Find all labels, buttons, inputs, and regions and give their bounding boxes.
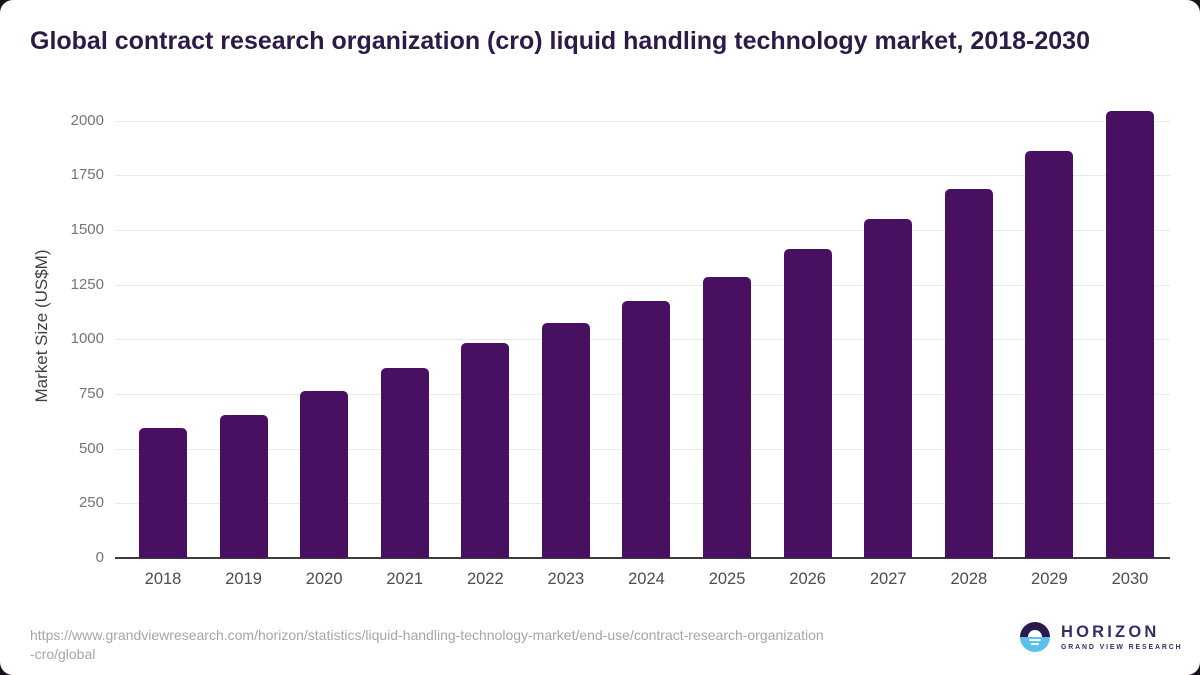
gridline-1750	[115, 175, 1170, 177]
gridline-1500	[115, 230, 1170, 232]
y-axis-title: Market Size (US$M)	[32, 249, 51, 403]
logo-text: HORIZON GRAND VIEW RESEARCH	[1061, 622, 1183, 651]
x-tick-label-2029: 2029	[1031, 570, 1068, 588]
source-url: https://www.grandviewresearch.com/horizo…	[30, 626, 824, 664]
x-tick-label-2030: 2030	[1111, 570, 1149, 588]
logo-subtitle: GRAND VIEW RESEARCH	[1061, 643, 1183, 651]
logo-title: HORIZON	[1061, 622, 1160, 641]
y-tick-label-2000: 2000	[70, 111, 104, 129]
x-tick-label-2021: 2021	[386, 570, 424, 588]
y-tick-label-1750: 1750	[70, 166, 104, 184]
y-tick-label-500: 500	[78, 439, 104, 457]
bar-2025[interactable]	[703, 276, 752, 558]
y-tick-label-750: 750	[78, 385, 104, 402]
bar-2022[interactable]	[461, 342, 510, 558]
sunset-horizon-icon	[1020, 622, 1050, 652]
x-tick-label-2025: 2025	[708, 570, 746, 588]
water-reflection-line	[1031, 643, 1039, 645]
bar-2026[interactable]	[783, 249, 832, 558]
x-tick-label-2028: 2028	[950, 570, 988, 588]
x-tick-label-2019: 2019	[225, 570, 262, 588]
x-tick-label-2018: 2018	[144, 570, 182, 588]
bar-2030[interactable]	[1105, 111, 1154, 558]
bar-2023[interactable]	[541, 322, 590, 558]
horizon-logo: HORIZON GRAND VIEW RESEARCH	[1020, 622, 1182, 652]
bar-2029[interactable]	[1025, 150, 1074, 558]
x-tick-label-2022: 2022	[466, 570, 504, 588]
x-tick-label-2023: 2023	[547, 570, 585, 588]
water-reflection-line	[1029, 639, 1041, 641]
y-tick-label-250: 250	[78, 494, 104, 512]
x-axis-line	[115, 557, 1170, 559]
bar-2021[interactable]	[380, 367, 429, 558]
y-tick-label-1500: 1500	[70, 221, 104, 239]
bar-2019[interactable]	[219, 415, 268, 558]
gridline-1250	[115, 284, 1170, 286]
source-url-line2: -cro/global	[30, 646, 96, 662]
y-tick-label-1000: 1000	[70, 330, 104, 348]
y-tick-label-1250: 1250	[70, 275, 104, 293]
bar-2020[interactable]	[300, 390, 349, 558]
bar-2024[interactable]	[622, 300, 671, 558]
y-tick-label-0: 0	[95, 549, 104, 566]
x-tick-label-2027: 2027	[869, 570, 907, 588]
page-title: Global contract research organization (c…	[30, 27, 1090, 55]
bar-2028[interactable]	[944, 188, 993, 558]
x-tick-label-2026: 2026	[789, 570, 826, 588]
gridline-2000	[115, 120, 1170, 122]
bar-2027[interactable]	[864, 219, 913, 558]
sun-glyph	[1028, 630, 1042, 637]
x-tick-label-2020: 2020	[305, 570, 343, 588]
bar-2018[interactable]	[139, 427, 187, 558]
x-tick-label-2024: 2024	[628, 570, 665, 588]
source-url-line1: https://www.grandviewresearch.com/horizo…	[30, 627, 824, 643]
